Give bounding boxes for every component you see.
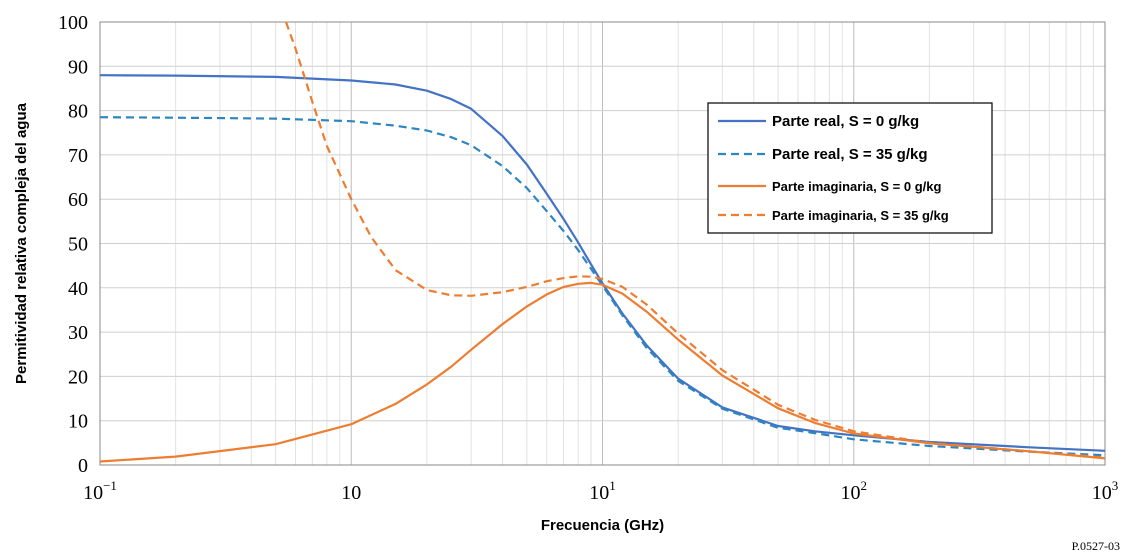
legend-label-3: Parte imaginaria, S = 0 g/kg <box>772 179 941 194</box>
series-line-2 <box>99 116 1106 457</box>
legend-label-1: Parte real, S = 0 g/kg <box>772 113 919 130</box>
x-tick-label: 101 <box>589 478 616 504</box>
series-line-1 <box>99 74 1106 452</box>
legend: Parte real, S = 0 g/kg Parte real, S = 35… <box>707 102 993 234</box>
x-axis-ticks: 10−1 10 101 102 103 <box>83 478 1118 504</box>
grid <box>99 21 1105 466</box>
y-tick-label: 20 <box>68 366 88 388</box>
series-group <box>99 21 1106 463</box>
y-tick-label: 40 <box>68 278 88 300</box>
plot-frame <box>99 21 1106 466</box>
y-tick-label: 30 <box>68 322 88 344</box>
series-line-4 <box>284 21 1106 459</box>
y-tick-label: 90 <box>68 56 88 78</box>
y-tick-label: 60 <box>68 189 88 211</box>
x-axis-label: Frecuencia (GHz) <box>541 517 664 534</box>
y-tick-label: 70 <box>68 145 88 167</box>
series-line-3 <box>99 281 1106 463</box>
figure-id: P.0527-03 <box>1072 539 1120 553</box>
x-tick-label: 103 <box>1092 478 1119 504</box>
legend-box <box>707 102 993 234</box>
legend-label-2: Parte real, S = 35 g/kg <box>772 146 928 163</box>
x-tick-label: 102 <box>841 478 868 504</box>
x-tick-label: 10 <box>341 482 361 504</box>
y-axis-label: Permitividad relativa compleja del agua <box>13 102 30 384</box>
y-tick-label: 80 <box>68 101 88 123</box>
y-tick-label: 100 <box>58 12 88 34</box>
y-tick-label: 10 <box>68 411 88 433</box>
y-tick-label: 50 <box>68 234 88 256</box>
y-tick-label: 0 <box>78 455 88 477</box>
legend-label-4: Parte imaginaria, S = 35 g/kg <box>772 208 949 223</box>
x-tick-label: 10−1 <box>83 478 117 504</box>
y-axis-ticks: 0 10 20 30 40 50 60 70 80 90 100 <box>58 12 88 477</box>
